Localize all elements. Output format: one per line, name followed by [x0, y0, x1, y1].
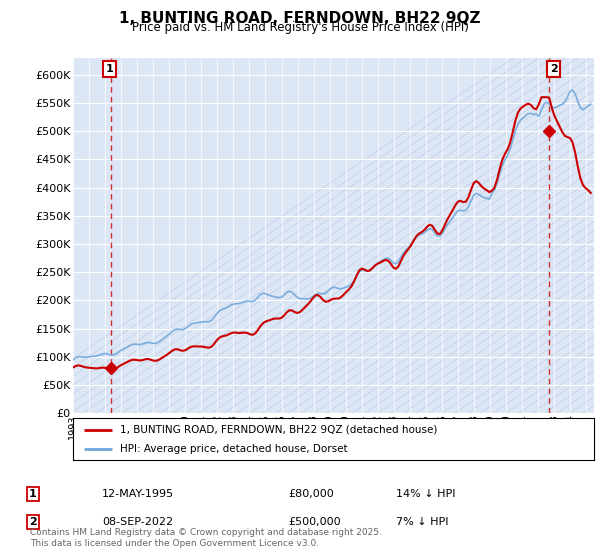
Text: 1, BUNTING ROAD, FERNDOWN, BH22 9QZ: 1, BUNTING ROAD, FERNDOWN, BH22 9QZ: [119, 11, 481, 26]
Text: 1, BUNTING ROAD, FERNDOWN, BH22 9QZ (detached house): 1, BUNTING ROAD, FERNDOWN, BH22 9QZ (det…: [120, 424, 437, 435]
Text: HPI: Average price, detached house, Dorset: HPI: Average price, detached house, Dors…: [120, 444, 347, 454]
Text: 1: 1: [106, 64, 113, 74]
Text: £80,000: £80,000: [288, 489, 334, 499]
Text: 12-MAY-1995: 12-MAY-1995: [102, 489, 174, 499]
Text: 14% ↓ HPI: 14% ↓ HPI: [396, 489, 455, 499]
Text: 1: 1: [29, 489, 37, 499]
Text: Contains HM Land Registry data © Crown copyright and database right 2025.
This d: Contains HM Land Registry data © Crown c…: [30, 528, 382, 548]
Text: 2: 2: [550, 64, 557, 74]
Text: £500,000: £500,000: [288, 517, 341, 527]
Text: 08-SEP-2022: 08-SEP-2022: [102, 517, 173, 527]
Text: 2: 2: [29, 517, 37, 527]
Text: 7% ↓ HPI: 7% ↓ HPI: [396, 517, 449, 527]
Text: Price paid vs. HM Land Registry's House Price Index (HPI): Price paid vs. HM Land Registry's House …: [131, 21, 469, 34]
